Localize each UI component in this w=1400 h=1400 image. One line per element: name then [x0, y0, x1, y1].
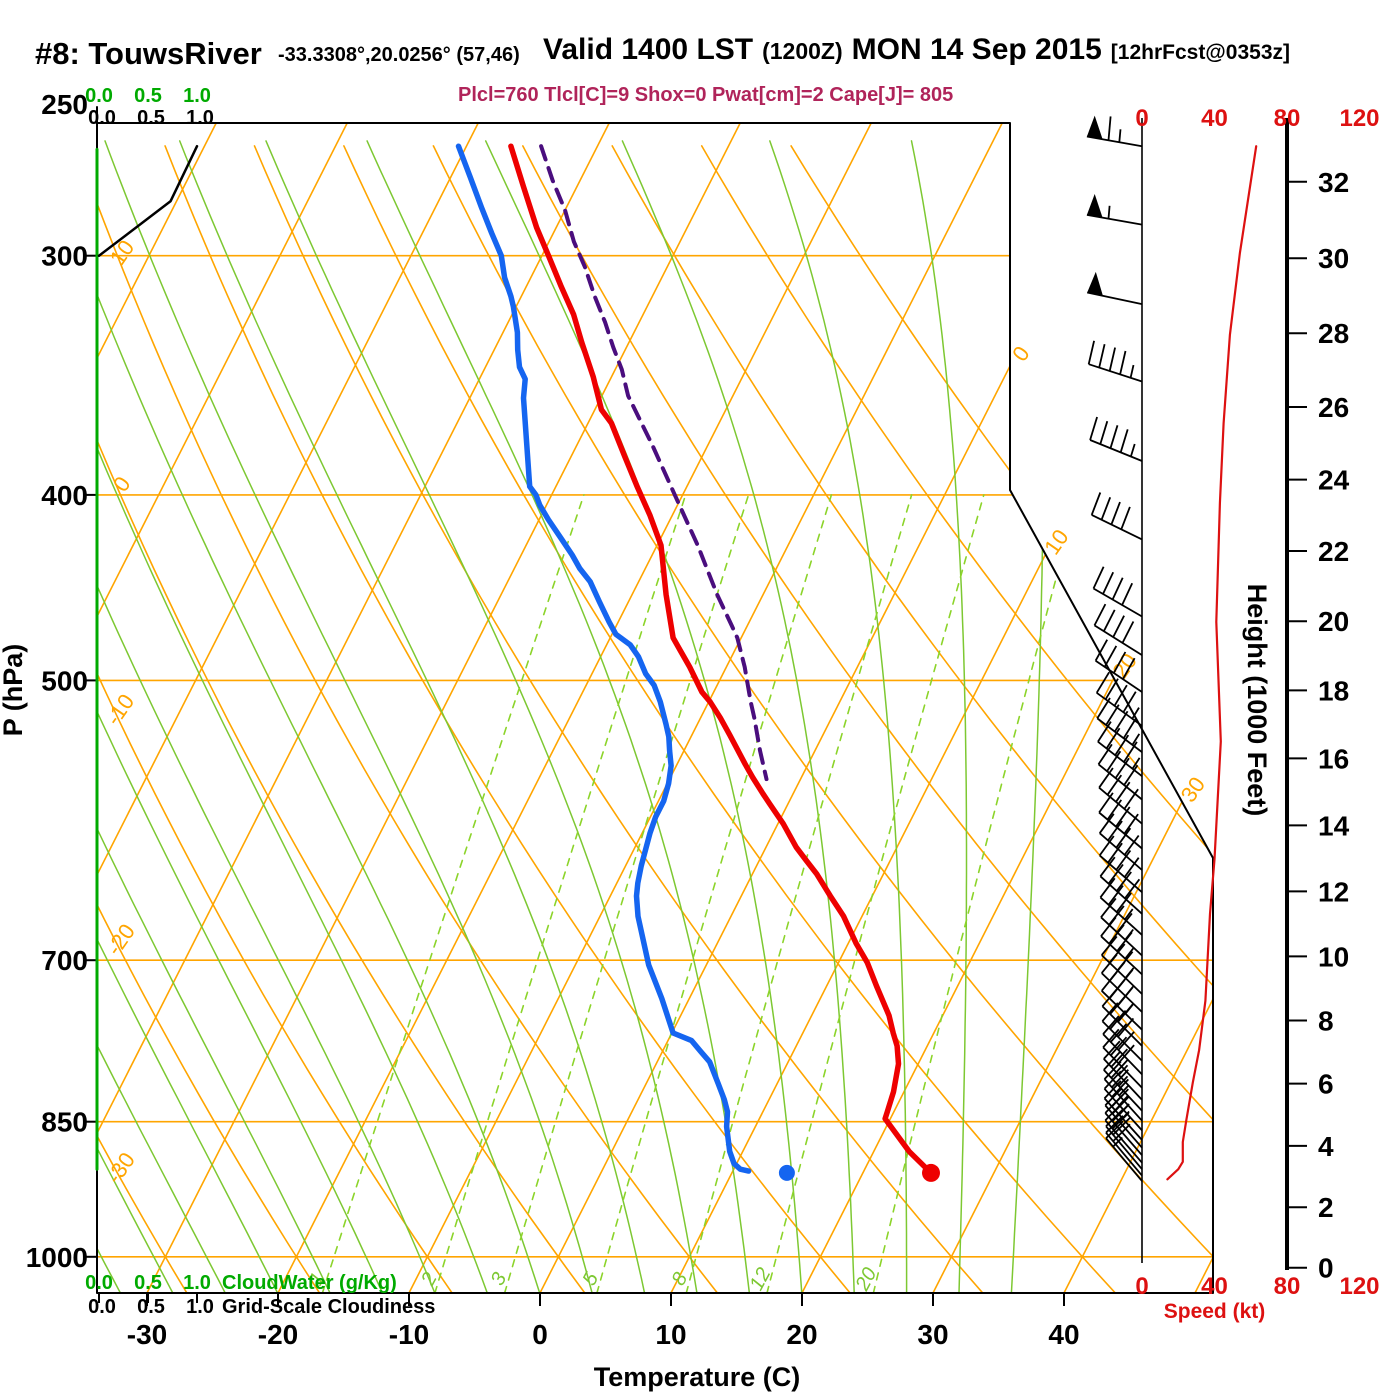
svg-text:3: 3: [487, 1269, 512, 1289]
svg-text:22: 22: [1318, 536, 1349, 567]
svg-text:30: 30: [917, 1319, 948, 1350]
svg-text:4: 4: [1318, 1131, 1334, 1162]
surface-temp-dot: [922, 1163, 940, 1182]
svg-text:40: 40: [1048, 1319, 1079, 1350]
cloudwater-scale: 0.00.00.50.51.01.0 CloudWater (g/Kg): [85, 85, 397, 1294]
svg-text:0: 0: [532, 1319, 548, 1350]
valid-zulu: (1200Z): [762, 38, 843, 64]
svg-text:0: 0: [1007, 342, 1035, 366]
svg-text:26: 26: [1318, 392, 1349, 423]
svg-text:12: 12: [1318, 876, 1349, 907]
svg-text:0.0: 0.0: [88, 1296, 116, 1318]
moist-adiabat-lines: [97, 140, 1045, 1293]
valid-time: Valid 1400 LST: [543, 33, 754, 66]
svg-text:10: 10: [105, 235, 140, 269]
svg-text:Temperature (C): Temperature (C): [594, 1362, 801, 1392]
svg-text:80: 80: [1274, 1273, 1301, 1300]
isobar-lines: [97, 254, 1213, 1258]
svg-text:10: 10: [1318, 941, 1349, 972]
svg-text:0.0: 0.0: [88, 107, 116, 129]
dry-adiabat-labels: 100-10-20-30: [101, 235, 140, 1188]
parcel-curve: [539, 144, 769, 782]
svg-text:16: 16: [1318, 743, 1349, 774]
svg-text:0.5: 0.5: [134, 85, 162, 107]
svg-text:14: 14: [1318, 810, 1350, 841]
svg-text:700: 700: [41, 945, 88, 976]
svg-text:-10: -10: [389, 1319, 429, 1350]
svg-text:20: 20: [786, 1319, 817, 1350]
svg-text:-20: -20: [258, 1319, 298, 1350]
station-title: #8: TouwsRiver: [35, 36, 262, 71]
svg-text:30: 30: [1318, 243, 1349, 274]
valid-time-row: Valid 1400 LST (1200Z) MON 14 Sep 2015 […: [543, 33, 1290, 67]
svg-text:Speed (kt): Speed (kt): [1164, 1300, 1266, 1323]
indices-subtitle: Plcl=760 Tlcl[C]=9 Shox=0 Pwat[cm]=2 Cap…: [458, 84, 954, 106]
svg-text:5: 5: [578, 1268, 603, 1289]
svg-text:0: 0: [1318, 1253, 1334, 1284]
svg-text:1.0: 1.0: [183, 1272, 211, 1294]
valid-date: MON 14 Sep 2015: [851, 33, 1102, 66]
svg-text:500: 500: [41, 665, 88, 696]
svg-text:Grid-Scale Cloudiness: Grid-Scale Cloudiness: [222, 1296, 435, 1318]
svg-text:8: 8: [1318, 1006, 1334, 1037]
cloudiness-profile-line: [97, 144, 199, 257]
svg-text:Height (1000 Feet): Height (1000 Feet): [1242, 584, 1272, 817]
svg-text:1.0: 1.0: [186, 107, 214, 129]
surface-dewpoint-dot: [778, 1164, 795, 1181]
background-grid: [97, 123, 1213, 1293]
svg-text:1000: 1000: [26, 1242, 88, 1273]
svg-text:0: 0: [1135, 1273, 1148, 1300]
svg-text:2: 2: [1318, 1192, 1334, 1223]
svg-text:0.5: 0.5: [134, 1272, 162, 1294]
dewpoint-curve: [455, 143, 752, 1174]
svg-text:850: 850: [41, 1107, 88, 1138]
isotherm-lines: [97, 123, 1213, 1293]
svg-text:40: 40: [1201, 105, 1228, 132]
svg-text:6: 6: [1318, 1069, 1334, 1100]
svg-text:20: 20: [1318, 606, 1349, 637]
svg-text:10: 10: [655, 1319, 686, 1350]
wind-barbs: [1086, 115, 1143, 1182]
forecast-tag: [12hrFcst@0353z]: [1110, 41, 1290, 64]
svg-text:0.0: 0.0: [85, 1272, 113, 1294]
svg-text:250: 250: [41, 89, 88, 120]
svg-text:20: 20: [851, 1264, 881, 1295]
svg-text:120: 120: [1339, 105, 1379, 132]
temperature-ticks: [98, 1293, 1065, 1306]
plot-border: [96, 106, 1214, 1294]
station-coordinates: -33.3308°,20.0256° (57,46): [278, 44, 520, 66]
svg-text:0.5: 0.5: [137, 1296, 165, 1318]
temperature-labels: -30 -20 -10 0 10 20 30 40: [127, 1319, 1080, 1350]
svg-text:8: 8: [668, 1269, 693, 1289]
svg-text:CloudWater (g/Kg): CloudWater (g/Kg): [222, 1272, 397, 1294]
svg-text:0.5: 0.5: [137, 107, 165, 129]
svg-text:P (hPa): P (hPa): [0, 644, 28, 737]
svg-text:0.0: 0.0: [85, 85, 113, 107]
svg-text:1.0: 1.0: [186, 1296, 214, 1318]
svg-text:32: 32: [1318, 167, 1349, 198]
svg-text:12: 12: [745, 1264, 775, 1294]
mixing-ratio-lines: [321, 494, 1080, 1293]
pressure-ticks: [84, 254, 97, 1258]
svg-text:300: 300: [41, 241, 88, 272]
svg-text:-30: -30: [127, 1319, 167, 1350]
svg-text:40: 40: [1201, 1273, 1228, 1300]
svg-text:80: 80: [1274, 105, 1301, 132]
temperature-curve: [508, 143, 934, 1176]
svg-text:24: 24: [1318, 465, 1350, 496]
svg-text:0: 0: [108, 472, 136, 496]
svg-text:18: 18: [1318, 675, 1349, 706]
svg-text:28: 28: [1318, 318, 1349, 349]
svg-text:0: 0: [1135, 105, 1148, 132]
pressure-labels: 250 300 400 500 700 850 1000: [26, 89, 88, 1273]
svg-text:400: 400: [41, 480, 88, 511]
cloudiness-scale: 0.00.00.50.51.01.0 Grid-Scale Cloudiness: [88, 107, 435, 1318]
svg-text:1.0: 1.0: [183, 85, 211, 107]
svg-text:120: 120: [1339, 1273, 1379, 1300]
wind-speed-profile: [1166, 145, 1258, 1181]
